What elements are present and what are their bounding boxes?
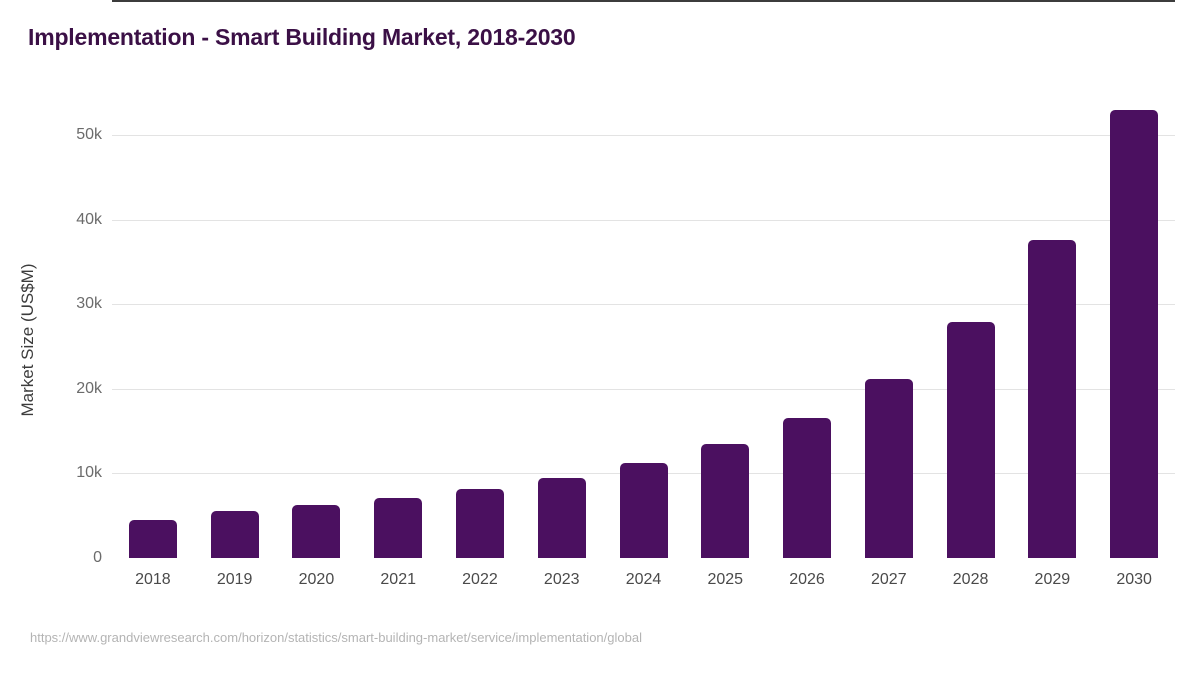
x-tick-label-2026: 2026	[789, 571, 825, 588]
gridline	[112, 135, 1175, 137]
bar-2030[interactable]	[1110, 109, 1159, 558]
bar-2027[interactable]	[864, 378, 913, 558]
x-tick-label-2022: 2022	[462, 571, 498, 588]
x-tick-label-2028: 2028	[952, 571, 989, 588]
bar-2020[interactable]	[292, 504, 341, 558]
y-tick-label: 20k	[76, 379, 102, 397]
bar-2018[interactable]	[128, 519, 177, 558]
source-url-label: https://www.grandviewresearch.com/horizo…	[30, 630, 642, 645]
x-tick-label-2021: 2021	[380, 571, 416, 588]
bar-2021[interactable]	[374, 497, 423, 558]
x-tick-label-2020: 2020	[298, 571, 335, 588]
y-tick-label: 30k	[76, 295, 102, 313]
gridline	[112, 388, 1175, 390]
x-tick-label-2030: 2030	[1116, 571, 1152, 588]
y-tick-label: 0	[93, 549, 102, 566]
bar-2024[interactable]	[619, 463, 668, 558]
y-tick-label: 40k	[76, 210, 102, 228]
x-axis-line	[112, 0, 1175, 2]
x-tick-label-2019: 2019	[216, 571, 253, 588]
y-tick-label: 50k	[76, 126, 102, 144]
bar-2023[interactable]	[537, 477, 586, 558]
bar-2026[interactable]	[783, 417, 832, 558]
gridline	[112, 304, 1175, 306]
x-tick-label-2027: 2027	[871, 571, 907, 588]
x-tick-label-2025: 2025	[707, 571, 744, 588]
x-tick-label-2023: 2023	[543, 571, 580, 588]
y-axis-title: Market Size (US$M)	[18, 263, 37, 417]
bar-2028[interactable]	[946, 322, 995, 558]
gridline	[112, 219, 1175, 221]
bar-2022[interactable]	[455, 488, 504, 558]
page-title: Implementation - Smart Building Market, …	[28, 24, 576, 50]
bar-2019[interactable]	[210, 511, 259, 558]
x-tick-label-2018: 2018	[135, 571, 171, 588]
bar-2029[interactable]	[1028, 240, 1077, 558]
x-tick-label-2024: 2024	[625, 571, 662, 588]
x-tick-label-2029: 2029	[1034, 571, 1071, 588]
y-tick-label: 10k	[76, 464, 102, 482]
bar-2025[interactable]	[701, 443, 750, 558]
